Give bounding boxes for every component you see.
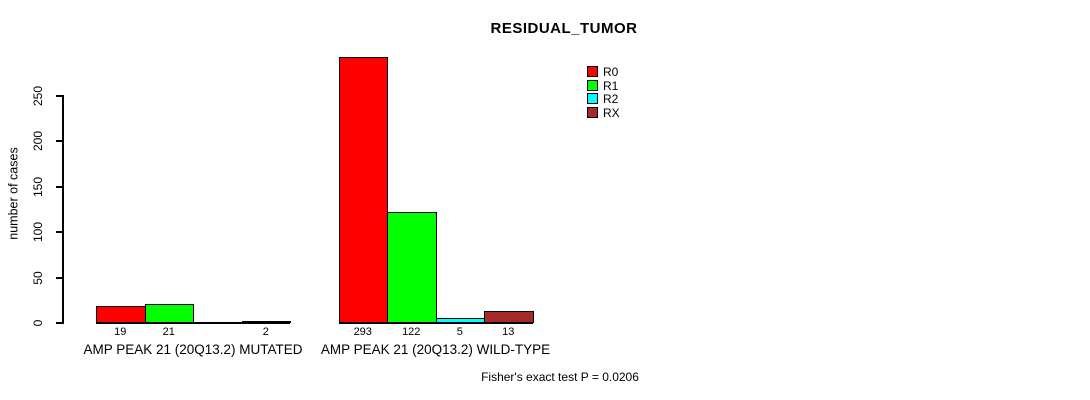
- bar-r2: [435, 318, 485, 323]
- y-tick-label: 0: [31, 319, 45, 327]
- y-tick-mark: [56, 322, 63, 324]
- group-label: AMP PEAK 21 (20Q13.2) WILD-TYPE: [320, 342, 551, 357]
- bar-r0: [96, 305, 146, 323]
- bar-r1: [144, 303, 194, 323]
- bar-value-label: 19: [114, 326, 127, 338]
- y-tick-label: 100: [31, 222, 45, 243]
- legend-label-r0: R0: [603, 65, 619, 79]
- bar-value-label: 122: [402, 326, 421, 338]
- fisher-test-annotation: Fisher's exact test P = 0.0206: [481, 370, 639, 384]
- y-tick-mark: [56, 231, 63, 234]
- legend-swatch-r2: [587, 93, 598, 104]
- y-tick-label: 200: [31, 131, 45, 152]
- bar-r1: [387, 212, 437, 323]
- bar-rx: [241, 321, 291, 324]
- bar-value-label: 13: [502, 326, 515, 338]
- legend-label-r2: R2: [603, 92, 619, 106]
- legend-swatch-rx: [587, 106, 598, 118]
- y-tick-label: 250: [31, 85, 45, 107]
- bar-value-label: 21: [162, 326, 175, 338]
- y-tick-label: 150: [31, 176, 45, 197]
- group-baseline: [96, 322, 290, 324]
- y-tick-mark: [56, 140, 63, 143]
- y-tick-mark: [56, 276, 63, 279]
- y-tick-mark: [56, 95, 63, 97]
- bar-rx: [484, 311, 534, 323]
- y-axis-label: number of cases: [6, 147, 21, 240]
- chart-title: RESIDUAL_TUMOR: [490, 20, 638, 37]
- y-axis-line: [62, 95, 64, 324]
- bar-value-label: 293: [353, 326, 372, 338]
- group-baseline: [338, 322, 533, 324]
- y-tick-label: 50: [31, 270, 45, 285]
- legend-swatch-r0: [587, 66, 598, 77]
- bar-value-label: 5: [456, 326, 463, 338]
- legend-label-rx: RX: [603, 105, 620, 120]
- bar-value-label: 2: [262, 326, 269, 338]
- group-label: AMP PEAK 21 (20Q13.2) MUTATED: [83, 342, 303, 357]
- legend-swatch-r1: [587, 79, 598, 91]
- y-tick-mark: [56, 185, 63, 188]
- bar-r0: [338, 56, 388, 323]
- legend-label-r1: R1: [603, 78, 619, 93]
